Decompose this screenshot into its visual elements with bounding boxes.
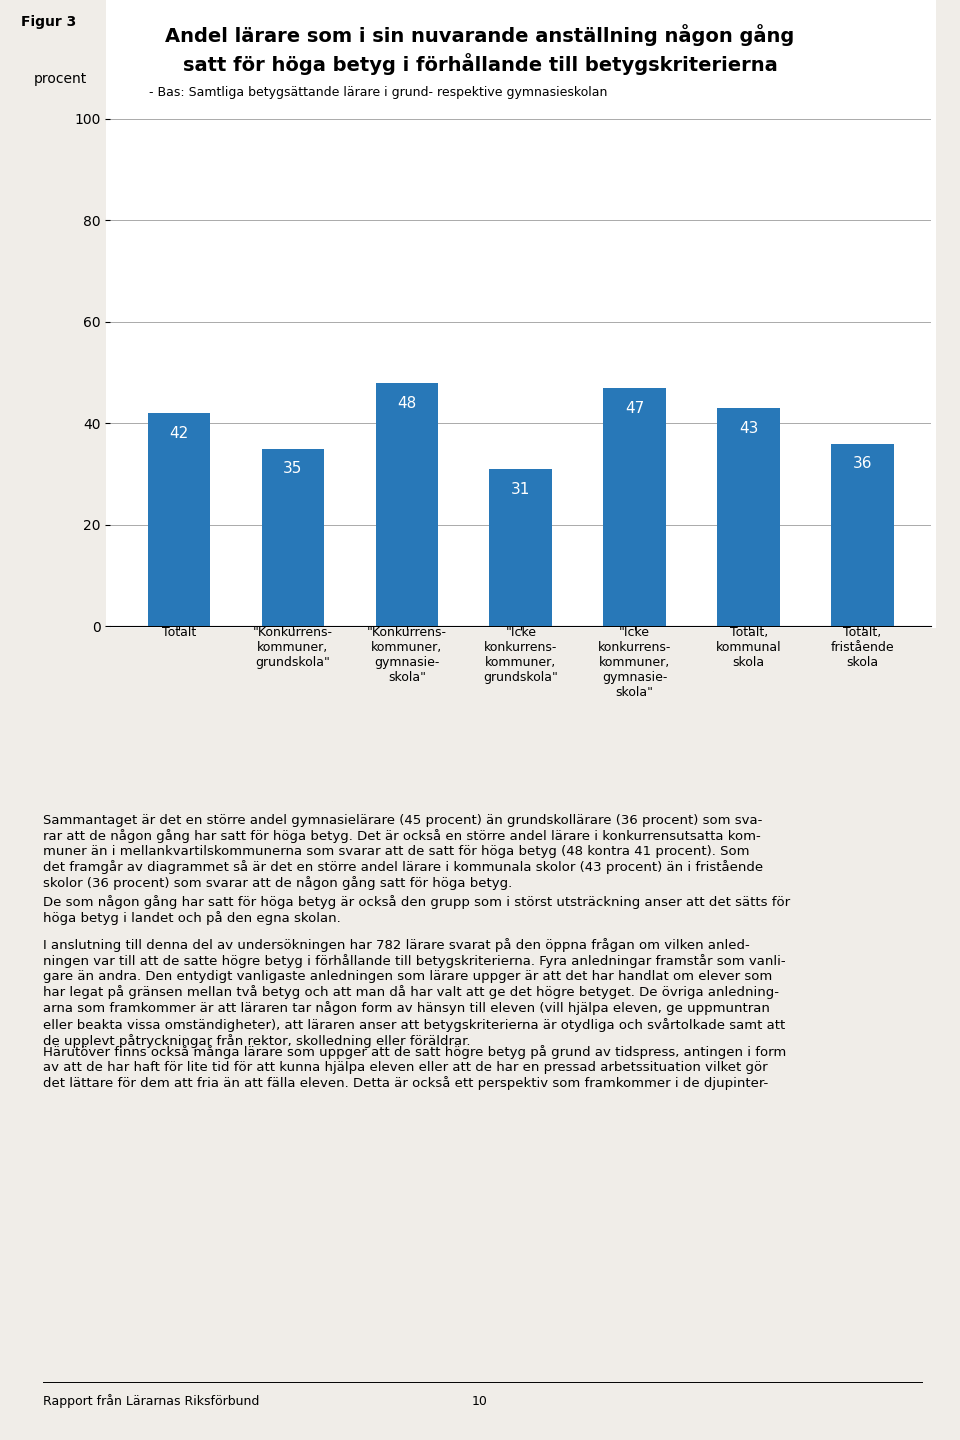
Bar — [148, 413, 210, 626]
Bar — [717, 408, 780, 626]
Text: procent: procent — [34, 72, 86, 86]
Bar — [604, 387, 666, 626]
Bar — [262, 449, 324, 626]
Text: - Bas: Samtliga betygsättande lärare i grund- respektive gymnasieskolan: - Bas: Samtliga betygsättande lärare i g… — [149, 86, 607, 99]
Text: Totalt: Totalt — [162, 626, 196, 639]
Bar — [490, 469, 552, 626]
Text: Andel lärare som i sin nuvarande anställning någon gång: Andel lärare som i sin nuvarande anställ… — [165, 24, 795, 46]
Text: 42: 42 — [169, 426, 189, 441]
Text: 31: 31 — [511, 482, 531, 497]
Text: satt för höga betyg i förhållande till betygskriterierna: satt för höga betyg i förhållande till b… — [182, 53, 778, 75]
Text: Härutöver finns också många lärare som uppger att de satt högre betyg på grund a: Härutöver finns också många lärare som u… — [43, 1045, 786, 1090]
Text: 36: 36 — [852, 456, 873, 471]
Text: I anslutning till denna del av undersökningen har 782 lärare svarat på den öppna: I anslutning till denna del av undersökn… — [43, 937, 786, 1048]
Text: 48: 48 — [397, 396, 417, 410]
Text: "Konkurrens-
kommuner,
gymnasie-
skola": "Konkurrens- kommuner, gymnasie- skola" — [367, 626, 446, 684]
Text: Sammantaget är det en större andel gymnasielärare (45 procent) än grundskollärar: Sammantaget är det en större andel gymna… — [43, 814, 763, 890]
Bar — [831, 444, 894, 626]
Text: 10: 10 — [472, 1395, 488, 1408]
Text: "Icke
konkurrens-
kommuner,
gymnasie-
skola": "Icke konkurrens- kommuner, gymnasie- sk… — [598, 626, 671, 700]
Text: 47: 47 — [625, 400, 644, 416]
Text: "Icke
konkurrens-
kommuner,
grundskola": "Icke konkurrens- kommuner, grundskola" — [484, 626, 558, 684]
Text: 43: 43 — [739, 420, 758, 436]
Text: 35: 35 — [283, 461, 302, 477]
Text: De som någon gång har satt för höga betyg är också den grupp som i störst utsträ: De som någon gång har satt för höga bety… — [43, 896, 790, 924]
Text: Figur 3: Figur 3 — [21, 14, 77, 29]
Text: Totalt,
fristående
skola: Totalt, fristående skola — [830, 626, 895, 670]
Bar — [375, 383, 438, 626]
Text: Totalt,
kommunal
skola: Totalt, kommunal skola — [716, 626, 781, 670]
Text: Rapport från Lärarnas Riksförbund: Rapport från Lärarnas Riksförbund — [43, 1394, 259, 1408]
Text: "Konkurrens-
kommuner,
grundskola": "Konkurrens- kommuner, grundskola" — [252, 626, 333, 670]
